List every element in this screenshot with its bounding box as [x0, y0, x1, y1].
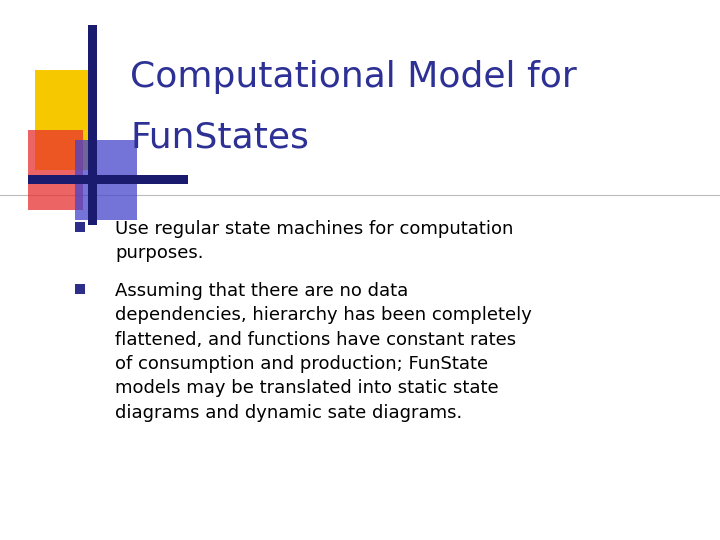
- Bar: [35, 70, 93, 170]
- Bar: [75, 284, 85, 294]
- Bar: [28, 130, 83, 210]
- Text: Assuming that there are no data
dependencies, hierarchy has been completely
flat: Assuming that there are no data dependen…: [115, 282, 532, 422]
- Bar: [88, 25, 97, 225]
- Text: Computational Model for: Computational Model for: [130, 60, 577, 94]
- Bar: [75, 140, 137, 220]
- Text: FunStates: FunStates: [130, 120, 309, 154]
- Text: Use regular state machines for computation
purposes.: Use regular state machines for computati…: [115, 220, 513, 262]
- Bar: [75, 222, 85, 232]
- Bar: [28, 175, 188, 184]
